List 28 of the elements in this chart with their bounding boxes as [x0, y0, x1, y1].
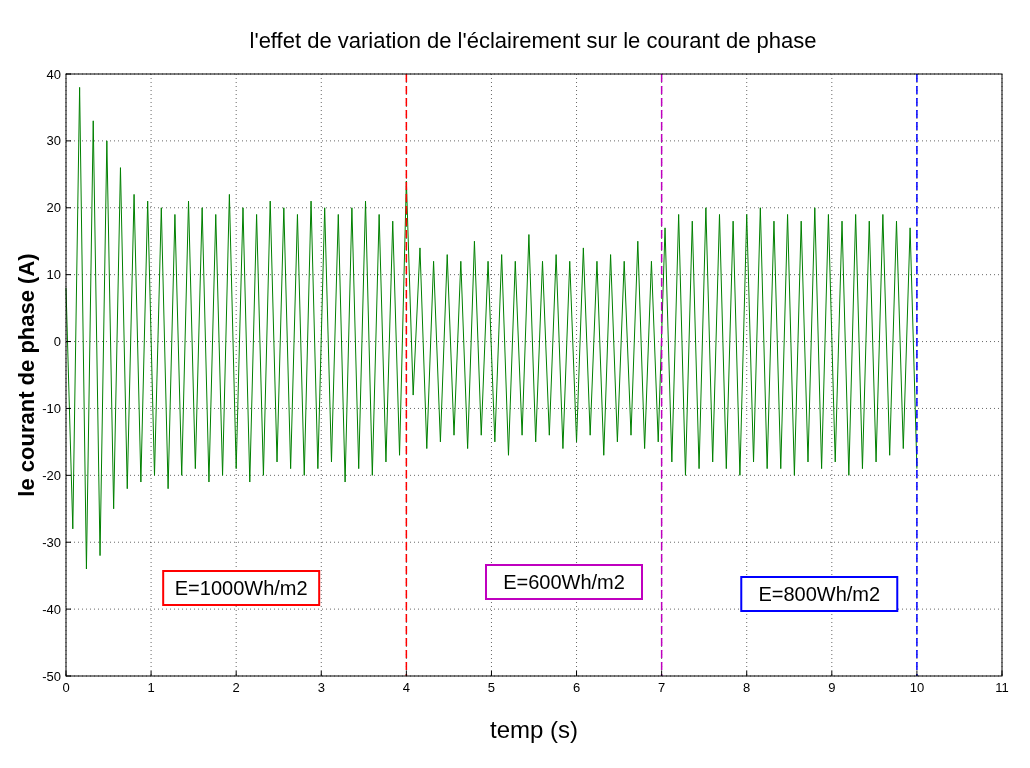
- y-axis-title: le courant de phase (A): [14, 253, 39, 497]
- x-tick-label: 9: [828, 680, 836, 695]
- x-tick-label: 5: [487, 680, 496, 695]
- y-tick-label: 20: [46, 200, 61, 216]
- y-tick-label: 40: [46, 66, 61, 82]
- x-tick-label: 7: [658, 680, 666, 695]
- x-tick-label: 1: [147, 680, 155, 695]
- y-tick-label: -10: [42, 400, 61, 416]
- annotation: E=800Wh/m2: [758, 583, 881, 605]
- y-tick-label: 0: [53, 334, 61, 350]
- x-tick-label: 3: [317, 680, 325, 695]
- x-tick-label: 6: [572, 680, 581, 695]
- x-tick-label: 11: [995, 680, 1009, 695]
- y-tick-label: 30: [46, 133, 61, 149]
- x-tick-label: 8: [743, 680, 751, 695]
- line-series: [65, 86, 918, 570]
- y-tick-label: -30: [42, 534, 61, 550]
- annotation: E=600Wh/m2: [503, 571, 625, 593]
- annotation: E=1000Wh/m2: [174, 577, 308, 599]
- y-tick-label: -50: [42, 668, 61, 684]
- y-tick-label: -40: [42, 601, 61, 617]
- y-tick-label: -20: [42, 467, 61, 483]
- x-tick-label: 2: [232, 680, 240, 695]
- x-tick-label: 4: [402, 680, 410, 695]
- x-tick-label: 10: [909, 680, 925, 695]
- x-axis-title: temp (s): [489, 716, 579, 743]
- y-tick-label: 10: [46, 267, 61, 283]
- chart-title: l'effet de variation de l'éclairement sur le courant de phase: [249, 28, 817, 53]
